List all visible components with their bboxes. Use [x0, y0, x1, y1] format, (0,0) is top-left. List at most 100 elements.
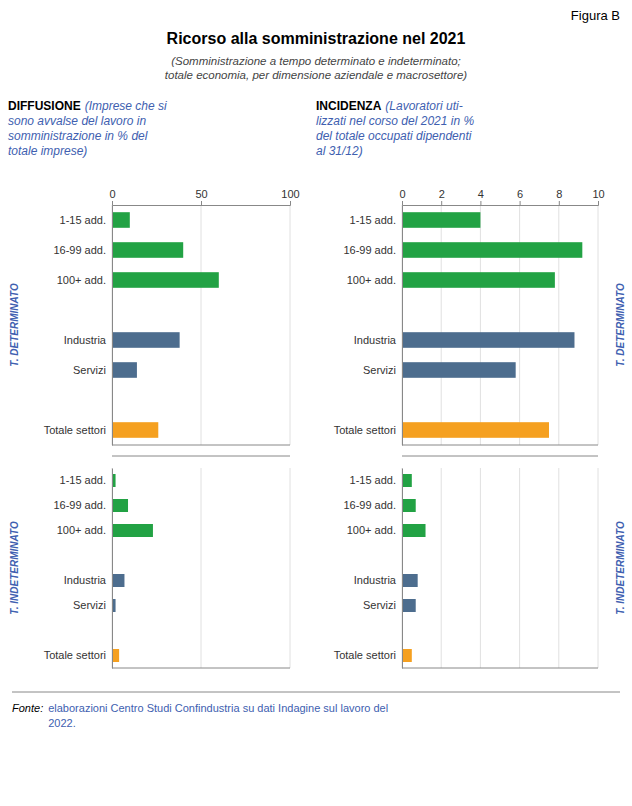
y-tick: 16-99 add.: [53, 244, 106, 256]
subtitle-line: (Somministrazione a tempo determinato e …: [171, 55, 461, 67]
y-tick-label: 1-15 add.: [350, 474, 396, 486]
bar: [402, 649, 412, 662]
y-tick: Totale settori: [334, 424, 396, 436]
bar: [402, 332, 574, 348]
grid-line: [290, 468, 291, 668]
grid-line: [201, 468, 202, 668]
x-tick-label: 10: [592, 188, 604, 200]
bar: [402, 362, 516, 378]
y-tick-label: Servizi: [73, 364, 106, 376]
y-tick: Industria: [354, 574, 397, 586]
x-axis-line: [113, 201, 291, 206]
figure-label: Figura B: [571, 8, 620, 23]
x-axis: 0 50 100: [109, 188, 299, 206]
bar: [402, 212, 480, 228]
column-header-note: (Imprese che sisono avvalse del lavoro i…: [8, 99, 167, 158]
column-header-note-line: sono avvalse del lavoro in: [8, 114, 146, 128]
grid-line: [290, 205, 291, 445]
x-tick-label: 100: [281, 188, 299, 200]
y-tick: 1-15 add.: [60, 474, 106, 486]
y-tick: Servizi: [363, 599, 396, 611]
separator: [112, 456, 290, 457]
source-label: Fonte:: [12, 702, 43, 714]
grid-line: [402, 468, 403, 668]
grid-line: [112, 205, 113, 445]
bar: [402, 474, 412, 487]
grid: [402, 468, 598, 668]
bar: [402, 524, 426, 537]
x-tick: 50: [195, 188, 207, 205]
x-tick-label: 6: [517, 188, 523, 200]
y-tick-label: Totale settori: [44, 424, 106, 436]
y-tick: 1-15 add.: [350, 474, 396, 486]
x-tick-mark: [598, 201, 599, 205]
x-tick-label: 0: [399, 188, 405, 200]
x-tick: 10: [592, 188, 604, 205]
y-tick-label: 16-99 add.: [343, 244, 396, 256]
subtitle: (Somministrazione a tempo determinato e …: [165, 55, 468, 81]
panel: 1-15 add. 16-99 add. 100+ add. Industria Ser…: [334, 468, 598, 669]
column-header-note-line: (Imprese che si: [85, 99, 167, 113]
grid-line: [441, 205, 442, 445]
y-tick: 100+ add.: [347, 274, 396, 286]
y-tick-label: 16-99 add.: [53, 244, 106, 256]
bar: [402, 499, 416, 512]
y-tick-label: Industria: [64, 574, 107, 586]
y-tick: 16-99 add.: [343, 244, 396, 256]
chart: Figura BRicorso alla somministrazione ne…: [0, 0, 632, 806]
section-label: T. DETERMINATO: [9, 283, 20, 367]
y-axis: 1-15 add.16-99 add.100+ add.IndustriaSer…: [334, 206, 403, 446]
x-tick-mark: [402, 201, 403, 205]
column-header-note-line: del totale occupati dipendenti: [316, 129, 472, 143]
bar: [112, 499, 128, 512]
grid-line: [598, 468, 599, 668]
y-tick-label: 100+ add.: [57, 274, 106, 286]
y-tick: Totale settori: [44, 424, 106, 436]
y-tick: Servizi: [73, 599, 106, 611]
y-tick: Industria: [64, 334, 107, 346]
y-tick: 100+ add.: [57, 274, 106, 286]
grid-line: [441, 468, 442, 668]
x-tick-mark: [201, 201, 202, 205]
column-header-note-line: (Lavoratori uti-: [385, 99, 462, 113]
x-tick-label: 50: [195, 188, 207, 200]
x-tick: 0: [109, 188, 115, 205]
grid: [112, 205, 290, 445]
bar: [112, 422, 158, 438]
x-tick-mark: [441, 201, 442, 205]
bar: [112, 212, 130, 228]
panel: 1-15 add.16-99 add.100+ add.IndustriaSer…: [334, 188, 605, 446]
panel: 1-15 add.16-99 add.100+ add.IndustriaSer…: [44, 468, 290, 669]
y-tick: Servizi: [73, 364, 106, 376]
section-label: T. DETERMINATO: [615, 283, 626, 367]
y-tick-label: 16-99 add.: [343, 499, 396, 511]
x-tick-label: 4: [478, 188, 484, 200]
source-text-line: 2022.: [48, 717, 76, 729]
grid-line: [519, 205, 520, 445]
grid: [112, 468, 290, 668]
y-tick: Totale settori: [44, 649, 106, 661]
bar: [402, 242, 582, 258]
x-tick-mark: [290, 201, 291, 205]
x-tick-mark: [112, 201, 113, 205]
column-header-note-line: al 31/12): [316, 144, 363, 158]
y-tick-label: Industria: [354, 334, 397, 346]
x-axis-line: [402, 445, 598, 446]
grid-line: [402, 205, 403, 445]
y-tick-label: Totale settori: [44, 649, 106, 661]
y-axis-line: [402, 206, 403, 446]
section-label: T. INDETERMINATO: [615, 521, 626, 615]
bar: [112, 242, 183, 258]
y-tick: 100+ add.: [347, 524, 396, 536]
bars: [112, 212, 219, 438]
separator: [402, 456, 598, 457]
y-tick: Totale settori: [334, 649, 396, 661]
panel: 1-15 add.16-99 add.100+ add.IndustriaSer…: [44, 188, 300, 446]
bar: [112, 272, 219, 288]
grid-line: [480, 205, 481, 445]
x-tick: 6: [517, 188, 523, 205]
y-tick-label: 100+ add.: [347, 524, 396, 536]
y-tick-label: Servizi: [363, 364, 396, 376]
x-tick: 2: [439, 188, 445, 205]
x-tick-mark: [480, 201, 481, 205]
